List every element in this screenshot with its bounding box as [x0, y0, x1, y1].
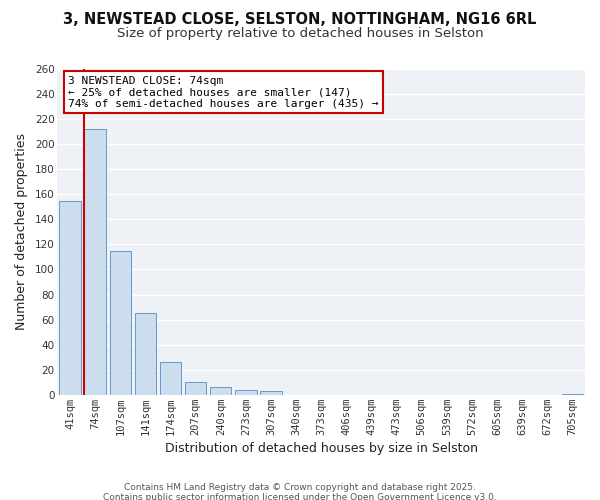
Text: Size of property relative to detached houses in Selston: Size of property relative to detached ho… [116, 28, 484, 40]
Bar [235, 390, 257, 395]
Text: 3 NEWSTEAD CLOSE: 74sqm
← 25% of detached houses are smaller (147)
74% of semi-d: 3 NEWSTEAD CLOSE: 74sqm ← 25% of detache… [68, 76, 379, 108]
Bar [562, 394, 583, 395]
Bar [185, 382, 206, 395]
Bar [85, 129, 106, 395]
Text: Contains public sector information licensed under the Open Government Licence v3: Contains public sector information licen… [103, 492, 497, 500]
Bar [160, 362, 181, 395]
Bar [135, 314, 156, 395]
Bar [210, 388, 232, 395]
Bar [260, 391, 281, 395]
Y-axis label: Number of detached properties: Number of detached properties [15, 134, 28, 330]
Bar [59, 200, 81, 395]
X-axis label: Distribution of detached houses by size in Selston: Distribution of detached houses by size … [165, 442, 478, 455]
Bar [110, 250, 131, 395]
Text: Contains HM Land Registry data © Crown copyright and database right 2025.: Contains HM Land Registry data © Crown c… [124, 482, 476, 492]
Text: 3, NEWSTEAD CLOSE, SELSTON, NOTTINGHAM, NG16 6RL: 3, NEWSTEAD CLOSE, SELSTON, NOTTINGHAM, … [64, 12, 536, 28]
